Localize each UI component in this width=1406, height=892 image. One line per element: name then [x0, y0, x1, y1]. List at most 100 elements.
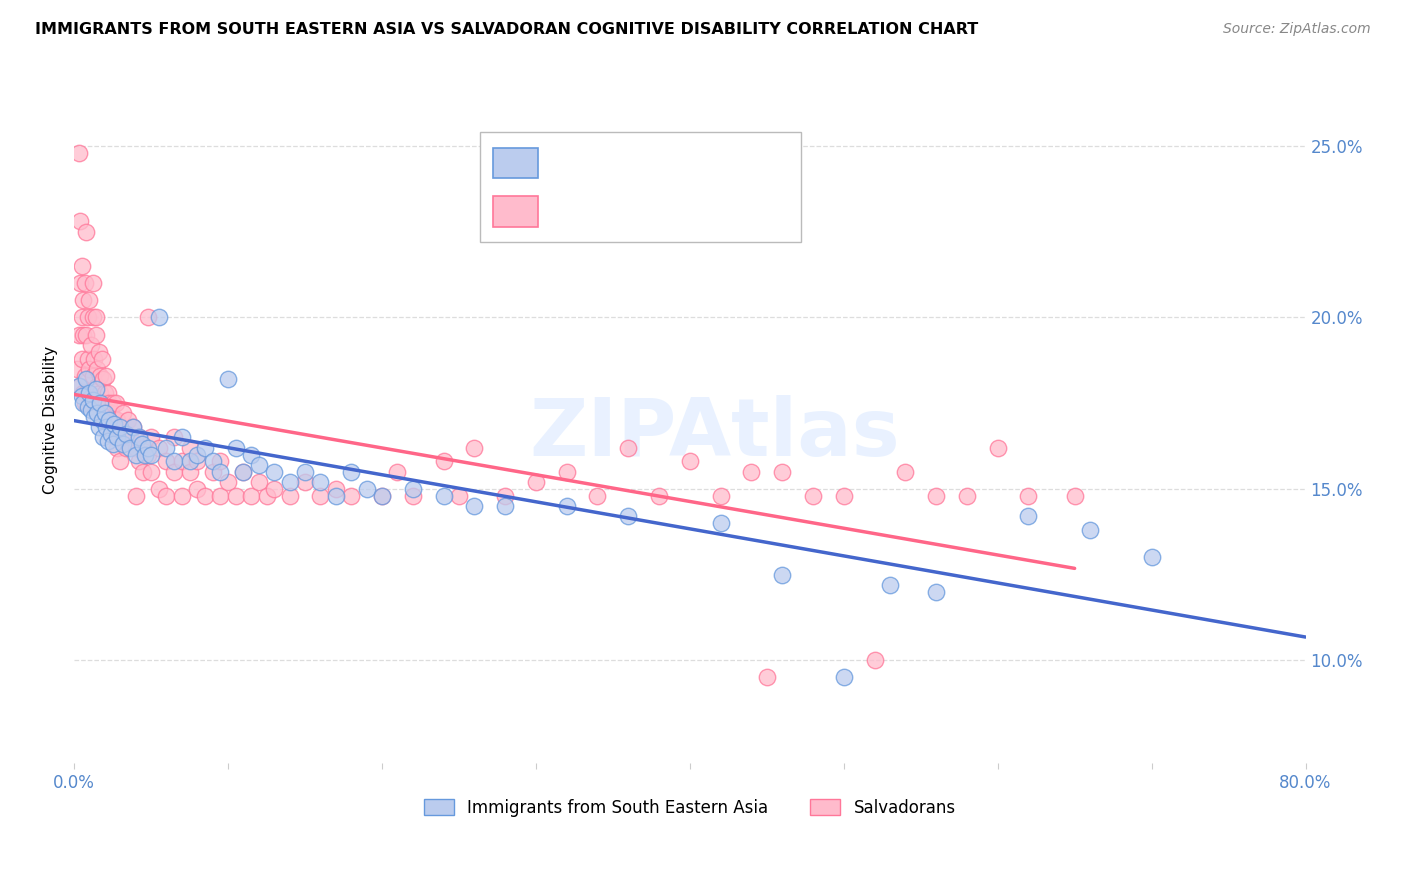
Point — [402, 489, 425, 503]
Point — [98, 413, 121, 427]
Point — [148, 482, 170, 496]
Point — [87, 420, 110, 434]
Point — [104, 430, 127, 444]
Point — [371, 489, 394, 503]
Point — [148, 310, 170, 325]
Point — [387, 465, 409, 479]
Point — [82, 310, 104, 325]
Point — [75, 385, 97, 400]
Point — [155, 441, 177, 455]
Point — [325, 482, 347, 496]
Point — [72, 293, 94, 308]
Point — [83, 351, 105, 366]
Point — [131, 437, 153, 451]
Point — [132, 441, 155, 455]
Point — [139, 448, 162, 462]
Point — [101, 420, 124, 434]
Point — [309, 489, 332, 503]
Point — [225, 441, 247, 455]
Point — [201, 454, 224, 468]
Point — [648, 489, 671, 503]
Point — [740, 465, 762, 479]
Point — [83, 396, 105, 410]
Point — [263, 465, 285, 479]
Point — [89, 368, 111, 383]
Point — [73, 368, 96, 383]
Point — [879, 578, 901, 592]
Point — [247, 475, 270, 489]
Point — [617, 441, 640, 455]
Point — [340, 465, 363, 479]
Point — [121, 420, 143, 434]
Point — [96, 420, 118, 434]
Point — [217, 475, 239, 489]
Point — [240, 489, 263, 503]
Point — [90, 396, 112, 410]
Point — [555, 499, 578, 513]
Point — [105, 413, 128, 427]
Point — [402, 482, 425, 496]
Point — [112, 430, 135, 444]
Point — [371, 489, 394, 503]
Point — [710, 489, 733, 503]
Point — [110, 454, 132, 468]
Point — [232, 465, 254, 479]
Point — [67, 327, 90, 342]
Point — [617, 509, 640, 524]
Point — [70, 310, 93, 325]
Point — [201, 465, 224, 479]
Point — [98, 396, 121, 410]
Point — [97, 385, 120, 400]
Point — [89, 396, 111, 410]
Point — [77, 310, 100, 325]
Point — [97, 406, 120, 420]
Point — [82, 276, 104, 290]
Text: IMMIGRANTS FROM SOUTH EASTERN ASIA VS SALVADORAN COGNITIVE DISABILITY CORRELATIO: IMMIGRANTS FROM SOUTH EASTERN ASIA VS SA… — [35, 22, 979, 37]
Point — [139, 430, 162, 444]
Point — [70, 389, 93, 403]
Y-axis label: Cognitive Disability: Cognitive Disability — [44, 346, 58, 494]
Point — [67, 145, 90, 160]
Point — [179, 465, 201, 479]
Point — [67, 379, 90, 393]
Point — [194, 441, 217, 455]
Point — [79, 293, 101, 308]
Point — [69, 379, 91, 393]
Point — [325, 489, 347, 503]
Point — [101, 437, 124, 451]
Point — [294, 475, 316, 489]
Point — [101, 396, 124, 410]
Point — [134, 448, 156, 462]
Point — [80, 403, 103, 417]
Point — [309, 475, 332, 489]
Point — [128, 430, 150, 444]
Point — [256, 489, 278, 503]
Point — [91, 430, 114, 444]
Point — [170, 489, 193, 503]
Point — [82, 392, 104, 407]
Point — [356, 482, 378, 496]
Point — [132, 465, 155, 479]
Point — [163, 454, 186, 468]
Point — [75, 372, 97, 386]
Point — [232, 465, 254, 479]
Point — [86, 406, 108, 420]
Point — [494, 489, 516, 503]
Point — [69, 276, 91, 290]
Point — [136, 310, 159, 325]
Point — [90, 351, 112, 366]
Point — [89, 385, 111, 400]
Point — [186, 454, 208, 468]
Point — [80, 396, 103, 410]
Point — [121, 420, 143, 434]
Point — [72, 385, 94, 400]
Point — [83, 409, 105, 424]
Point — [209, 489, 232, 503]
Point — [96, 368, 118, 383]
Point — [84, 310, 107, 325]
Point — [86, 362, 108, 376]
Point — [136, 448, 159, 462]
Point — [755, 670, 778, 684]
Point — [956, 489, 979, 503]
Point — [115, 427, 138, 442]
